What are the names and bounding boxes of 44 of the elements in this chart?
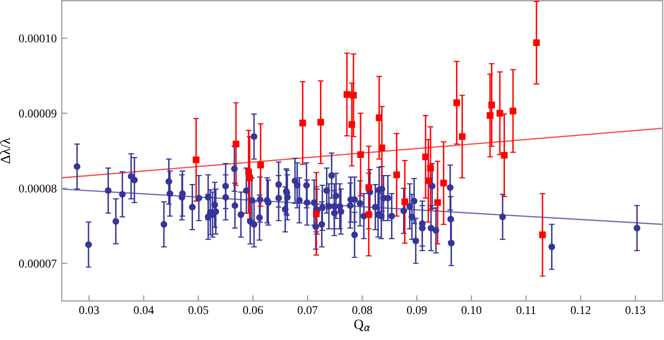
x-tick-label: 0.04 bbox=[134, 306, 154, 314]
x-tick-label: 0.09 bbox=[406, 306, 427, 314]
point bbox=[376, 114, 382, 122]
point bbox=[539, 232, 546, 238]
y-axis-title: Δλ/λ bbox=[0, 138, 10, 164]
point bbox=[348, 121, 356, 128]
y-tick-label: 0.00009 bbox=[18, 110, 56, 118]
x-tick-label: 0.12 bbox=[570, 306, 590, 314]
x-tick-label: 0.05 bbox=[188, 306, 208, 314]
point bbox=[344, 91, 350, 98]
x-tick-label: 0.11 bbox=[516, 306, 536, 314]
point bbox=[393, 171, 400, 178]
point bbox=[192, 156, 200, 164]
point bbox=[422, 153, 429, 160]
point bbox=[500, 152, 508, 159]
point bbox=[401, 198, 408, 206]
x-tick-label: 0.06 bbox=[243, 306, 263, 314]
point bbox=[378, 144, 386, 152]
x-tick-label: 0.07 bbox=[298, 306, 318, 314]
point bbox=[434, 199, 441, 206]
point bbox=[424, 177, 432, 184]
point bbox=[453, 99, 460, 106]
point bbox=[496, 110, 504, 117]
x-tick-label: 0.10 bbox=[462, 306, 482, 314]
point bbox=[365, 184, 372, 191]
point bbox=[312, 210, 320, 218]
x-tick-label: 0.08 bbox=[352, 306, 372, 314]
point bbox=[317, 118, 324, 126]
point bbox=[350, 92, 357, 99]
point bbox=[488, 102, 496, 108]
point bbox=[357, 151, 364, 158]
y-tick-label: 0.00007 bbox=[18, 260, 57, 268]
point bbox=[533, 39, 540, 46]
x-tick-label: 0.13 bbox=[625, 306, 646, 314]
point bbox=[486, 112, 494, 119]
y-tick-label: 0.00010 bbox=[18, 34, 56, 42]
point bbox=[440, 180, 447, 186]
x-tick-label: 0.03 bbox=[79, 306, 99, 314]
y-tick-label: 0.00008 bbox=[18, 184, 56, 193]
point bbox=[458, 133, 466, 140]
point bbox=[257, 162, 264, 168]
point bbox=[299, 120, 306, 126]
x-axis-title: Q$_{α}$ bbox=[354, 320, 370, 332]
point bbox=[510, 108, 516, 114]
